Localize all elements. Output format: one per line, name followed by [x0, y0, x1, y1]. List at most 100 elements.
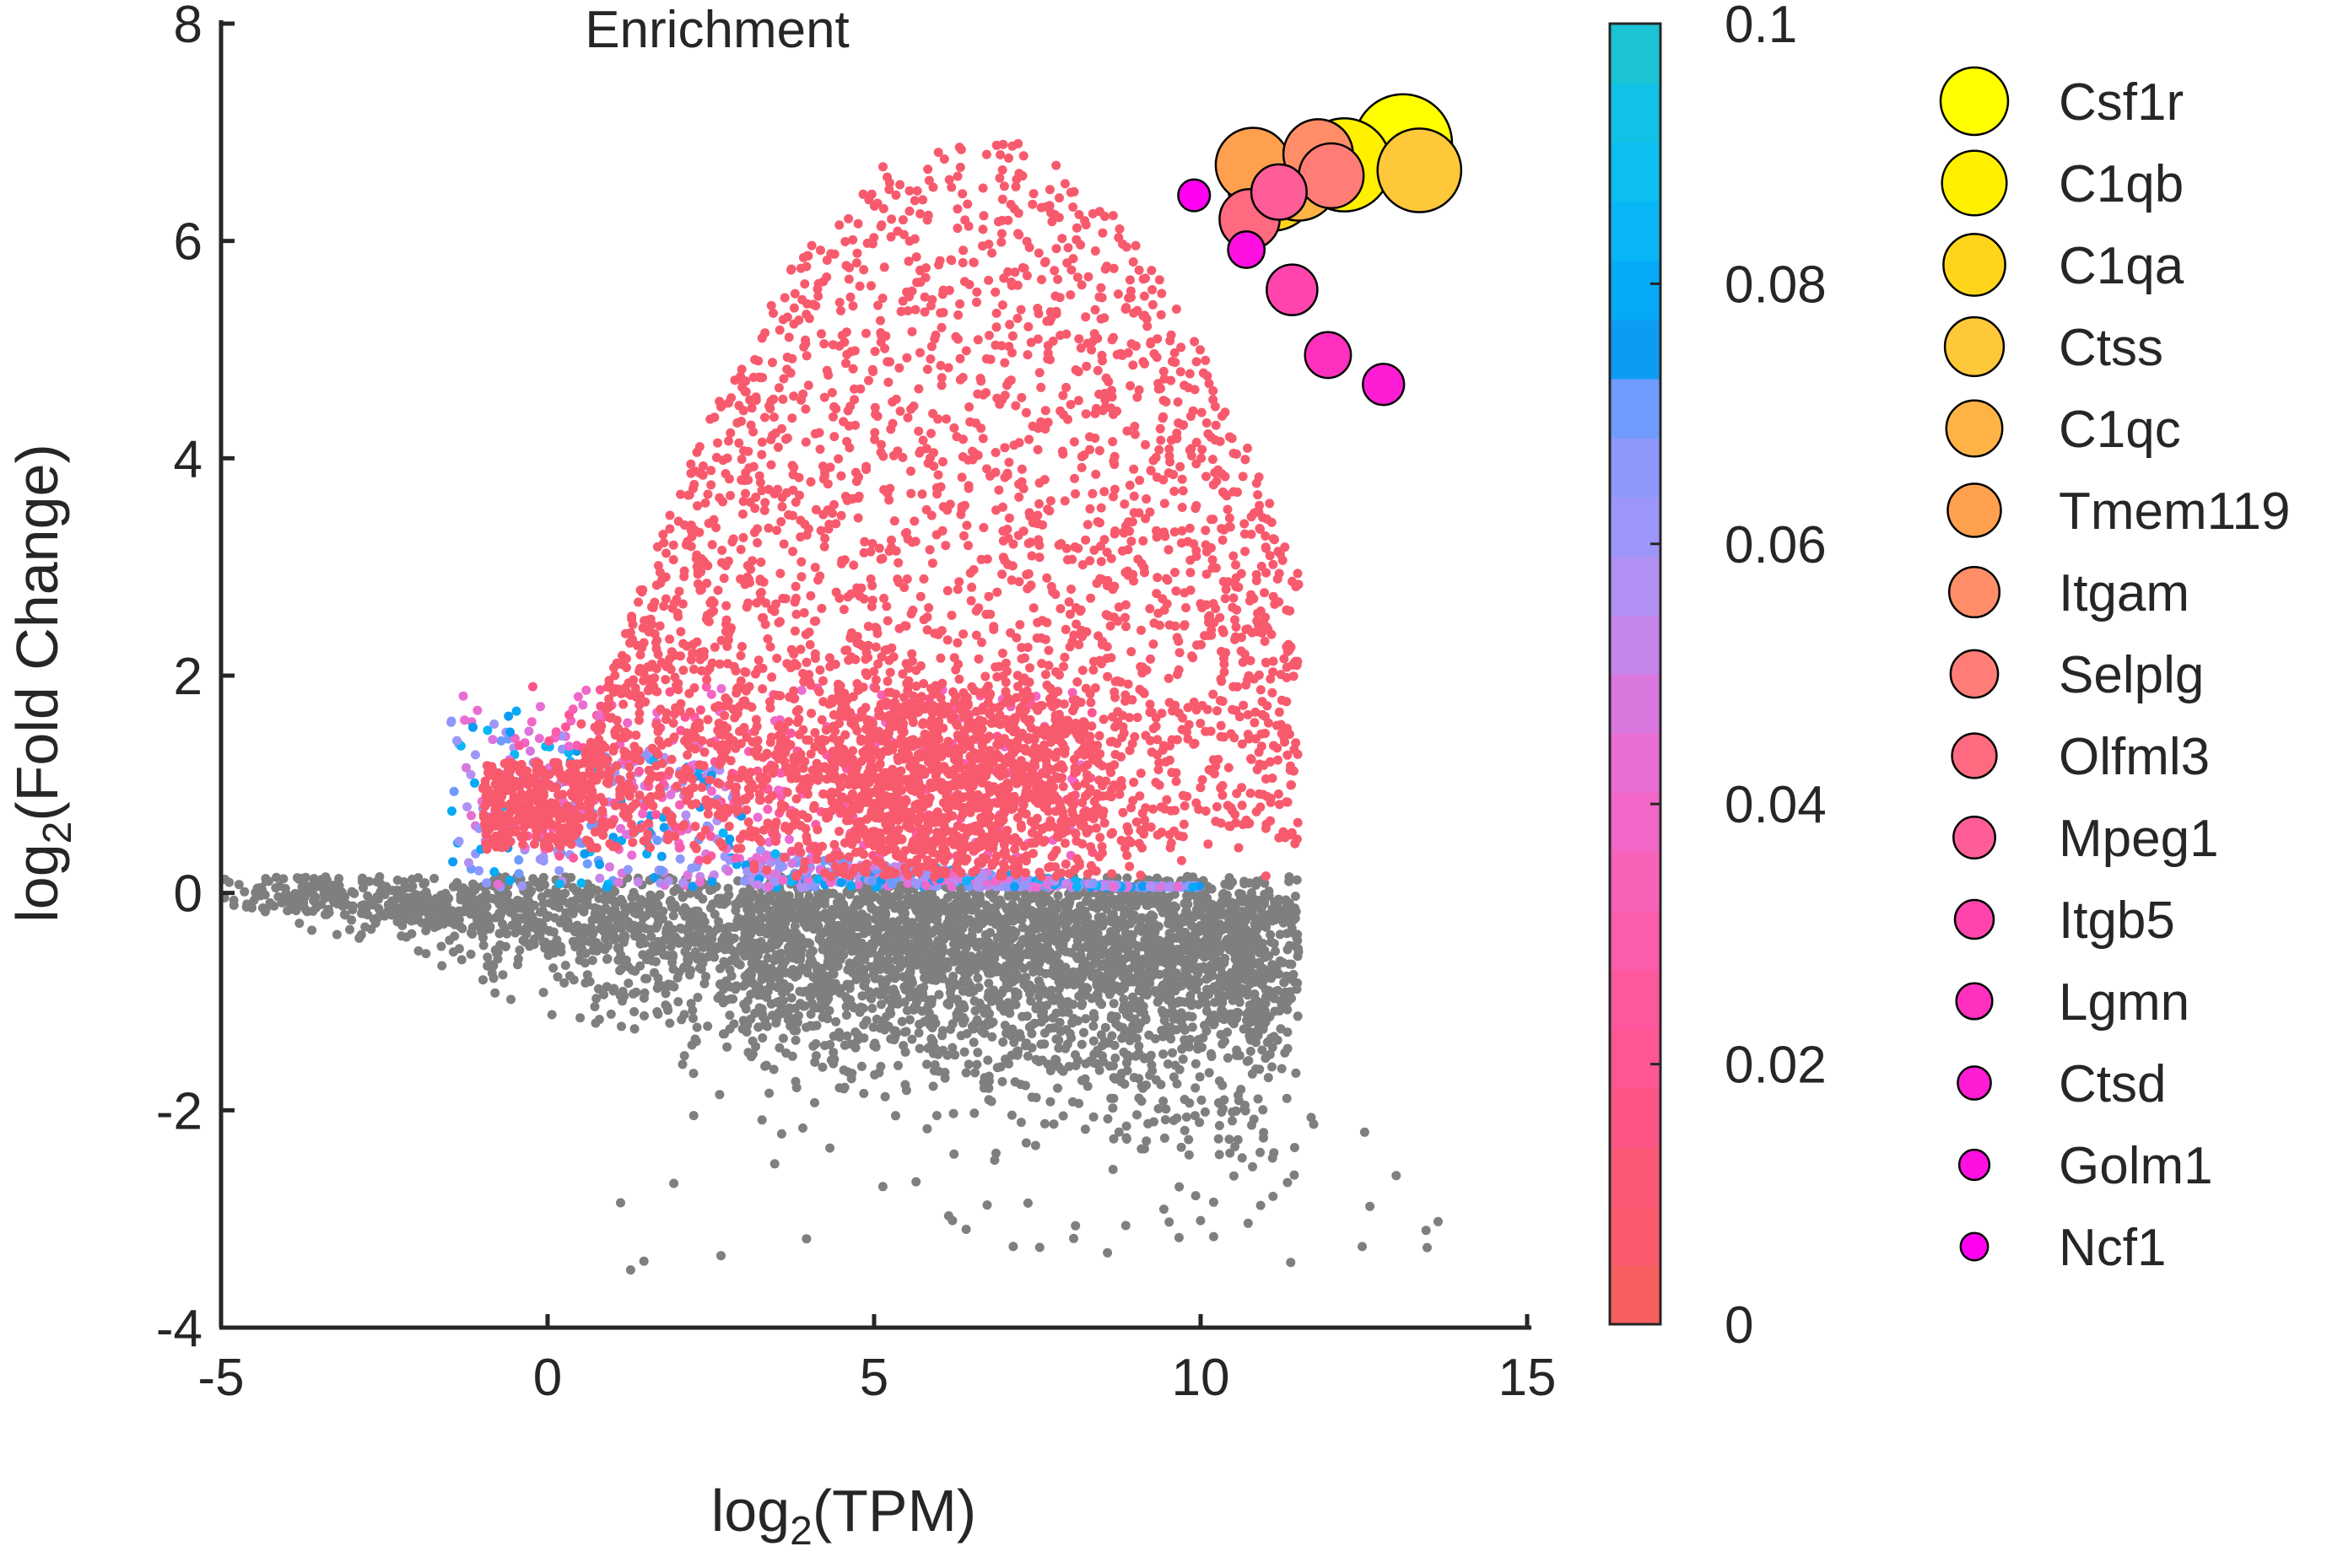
- data-point: [870, 1038, 880, 1048]
- data-point: [483, 961, 493, 971]
- data-point: [283, 906, 293, 916]
- data-point: [969, 1037, 979, 1048]
- data-point: [672, 973, 683, 983]
- data-point: [478, 928, 487, 938]
- data-point: [448, 881, 458, 892]
- data-point: [810, 1057, 820, 1067]
- data-point: [347, 915, 357, 925]
- data-point: [1198, 901, 1208, 911]
- data-point: [1217, 1039, 1228, 1049]
- data-point: [437, 961, 447, 971]
- data-point: [677, 1015, 687, 1025]
- data-point: [1178, 1054, 1188, 1064]
- data-point: [307, 925, 317, 935]
- data-point: [776, 983, 786, 994]
- data-point: [1233, 1134, 1243, 1145]
- data-point: [796, 962, 807, 973]
- data-point: [715, 1090, 725, 1100]
- data-point: [1166, 1034, 1176, 1044]
- data-point: [1282, 897, 1292, 908]
- data-point: [1267, 1062, 1277, 1072]
- data-point: [1195, 1072, 1205, 1082]
- data-point: [1194, 965, 1204, 975]
- data-point: [1073, 1055, 1083, 1065]
- data-point: [882, 931, 892, 941]
- data-point: [606, 1009, 616, 1019]
- data-point: [1174, 1232, 1184, 1242]
- data-point: [1174, 1010, 1185, 1021]
- data-point: [437, 908, 447, 918]
- data-point: [692, 1022, 702, 1032]
- data-point: [224, 877, 235, 887]
- data-point: [891, 1111, 900, 1121]
- data-point: [859, 1020, 869, 1030]
- data-point: [809, 900, 819, 910]
- data-point: [911, 879, 921, 889]
- data-point: [948, 1019, 958, 1029]
- data-point: [448, 947, 458, 957]
- data-point: [1289, 1170, 1299, 1180]
- data-point: [1169, 1115, 1179, 1125]
- data-point: [927, 1023, 937, 1032]
- data-point: [1170, 933, 1180, 943]
- data-point: [1036, 1039, 1046, 1049]
- data-point: [1160, 983, 1170, 994]
- data-point: [715, 991, 726, 1000]
- data-point: [1108, 1103, 1118, 1113]
- data-point: [789, 1014, 799, 1024]
- data-point: [1235, 912, 1245, 922]
- data-point: [1163, 1008, 1173, 1018]
- data-point: [1008, 1242, 1018, 1252]
- data-point: [984, 968, 994, 978]
- data-point: [923, 936, 933, 946]
- data-point: [867, 1004, 877, 1013]
- data-point: [818, 1062, 828, 1072]
- data-point: [1133, 1024, 1143, 1033]
- data-point: [716, 1251, 726, 1261]
- data-point: [678, 963, 688, 973]
- data-point: [1173, 881, 1183, 892]
- data-point: [725, 1010, 735, 1021]
- data-point: [246, 901, 256, 911]
- data-point: [997, 1076, 1007, 1086]
- data-point: [1191, 984, 1201, 994]
- data-point: [950, 1050, 960, 1060]
- data-point: [656, 851, 667, 861]
- data-point: [669, 1178, 679, 1188]
- data-point: [1115, 967, 1126, 977]
- data-point: [290, 888, 300, 898]
- data-point: [722, 1042, 732, 1052]
- data-point: [749, 948, 759, 958]
- data-point: [811, 1039, 821, 1048]
- data-point: [292, 873, 302, 883]
- data-point: [575, 1013, 586, 1023]
- data-point: [1142, 1136, 1152, 1146]
- data-point: [1267, 1153, 1277, 1163]
- data-point: [757, 1115, 767, 1125]
- data-point: [363, 891, 373, 901]
- data-point: [1054, 984, 1064, 994]
- data-point: [816, 967, 826, 976]
- data-point: [1257, 980, 1267, 990]
- data-point: [1237, 927, 1247, 936]
- data-point: [526, 939, 537, 949]
- data-point: [871, 914, 881, 924]
- data-point: [1068, 967, 1078, 977]
- data-point: [1108, 1165, 1118, 1174]
- data-point: [1088, 1112, 1099, 1122]
- data-point: [1016, 1080, 1026, 1090]
- data-point: [983, 1055, 993, 1065]
- data-point: [1072, 951, 1082, 962]
- data-point: [1222, 890, 1232, 900]
- data-point: [1433, 1216, 1443, 1226]
- data-point: [1196, 1095, 1207, 1105]
- data-point: [855, 896, 865, 905]
- data-point: [887, 879, 897, 889]
- data-point: [547, 1010, 557, 1020]
- data-point: [580, 948, 591, 958]
- data-point: [591, 1018, 601, 1028]
- data-point: [1264, 886, 1274, 896]
- data-point: [538, 988, 548, 998]
- data-point: [685, 934, 695, 944]
- data-point: [1121, 1134, 1131, 1144]
